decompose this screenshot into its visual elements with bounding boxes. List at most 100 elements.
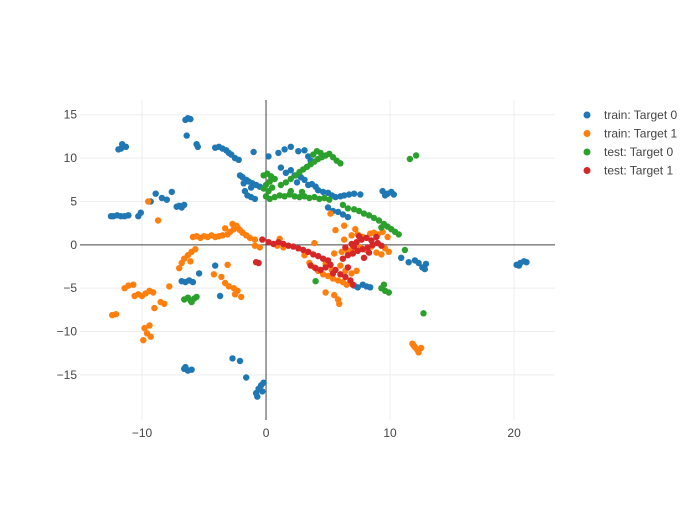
- data-point: [254, 393, 261, 400]
- data-point: [282, 179, 290, 186]
- data-point: [107, 213, 115, 220]
- data-point: [119, 141, 126, 148]
- data-point: [275, 149, 282, 157]
- data-point: [311, 193, 318, 201]
- data-point: [280, 240, 287, 248]
- data-point: [344, 264, 352, 271]
- data-point: [348, 270, 355, 277]
- data-point: [255, 259, 262, 267]
- data-point: [406, 155, 414, 163]
- data-point: [354, 247, 361, 255]
- data-point: [422, 260, 430, 268]
- legend-item[interactable]: train: Target 0: [583, 108, 678, 122]
- data-point: [125, 282, 132, 289]
- data-point: [305, 248, 312, 255]
- data-point: [193, 293, 200, 301]
- data-point: [345, 191, 353, 198]
- legend-item[interactable]: test: Target 0: [583, 145, 674, 159]
- legend-marker: [583, 148, 591, 156]
- data-point: [350, 206, 358, 213]
- data-point: [348, 232, 355, 239]
- data-point: [146, 322, 153, 329]
- data-point: [281, 146, 288, 153]
- data-point: [293, 179, 301, 186]
- data-point: [412, 152, 420, 159]
- data-point: [246, 234, 254, 242]
- data-point: [306, 194, 313, 202]
- data-point: [235, 156, 242, 163]
- data-point: [515, 262, 523, 269]
- data-point: [420, 310, 427, 317]
- data-point: [224, 261, 231, 268]
- data-point: [312, 278, 319, 285]
- series-2: [181, 148, 427, 317]
- data-point: [229, 355, 236, 362]
- data-point: [295, 245, 302, 252]
- data-point: [341, 222, 348, 229]
- data-point: [277, 164, 285, 171]
- data-point: [300, 246, 307, 254]
- data-point: [342, 244, 349, 251]
- data-point: [321, 194, 328, 202]
- data-point: [212, 262, 219, 269]
- data-point: [312, 265, 319, 272]
- data-point: [355, 207, 363, 215]
- data-point: [357, 191, 364, 198]
- data-point: [331, 250, 338, 257]
- data-point: [307, 262, 314, 269]
- data-point: [327, 261, 334, 268]
- data-point: [322, 264, 329, 271]
- data-point: [364, 244, 371, 251]
- legend-item[interactable]: test: Target 1: [583, 164, 674, 178]
- data-point: [523, 259, 530, 266]
- data-point: [287, 167, 294, 174]
- data-point: [276, 192, 283, 199]
- data-point: [187, 258, 194, 265]
- data-point: [130, 281, 137, 288]
- legend-item[interactable]: train: Target 1: [583, 127, 678, 141]
- data-point: [332, 193, 339, 201]
- data-point: [287, 175, 294, 183]
- data-point: [337, 271, 344, 278]
- data-point: [324, 272, 332, 280]
- data-point: [221, 225, 229, 232]
- data-point: [269, 184, 276, 191]
- data-point: [188, 298, 195, 306]
- y-tick-label: −10: [57, 325, 78, 339]
- legend-label: train: Target 1: [604, 127, 677, 141]
- data-point: [398, 254, 405, 261]
- data-point: [265, 239, 272, 246]
- data-point: [241, 187, 249, 195]
- data-point: [140, 337, 147, 344]
- data-point: [360, 210, 368, 217]
- data-point: [344, 213, 352, 221]
- data-point: [125, 212, 132, 219]
- data-point: [334, 277, 342, 284]
- data-point: [352, 226, 359, 233]
- legend-marker: [583, 111, 591, 119]
- data-point: [301, 147, 308, 154]
- data-point: [154, 217, 162, 224]
- data-point: [344, 205, 352, 212]
- data-point: [385, 248, 392, 255]
- data-point: [281, 193, 288, 200]
- x-tick-label: 20: [507, 426, 521, 440]
- data-point: [349, 250, 356, 257]
- data-point: [161, 300, 168, 307]
- data-point: [295, 148, 302, 155]
- data-point: [285, 242, 292, 249]
- data-point: [259, 388, 266, 395]
- data-point: [337, 160, 344, 167]
- data-point: [385, 289, 392, 296]
- data-point: [343, 281, 350, 288]
- data-point: [365, 249, 373, 256]
- data-point: [370, 214, 378, 222]
- legend-marker: [583, 130, 591, 137]
- legend[interactable]: train: Target 0 train: Target 1 test: Targ…: [583, 108, 678, 178]
- data-point: [256, 244, 263, 251]
- data-point: [271, 175, 278, 183]
- gridlines: [80, 100, 555, 420]
- data-point: [145, 198, 152, 205]
- data-point: [219, 232, 226, 239]
